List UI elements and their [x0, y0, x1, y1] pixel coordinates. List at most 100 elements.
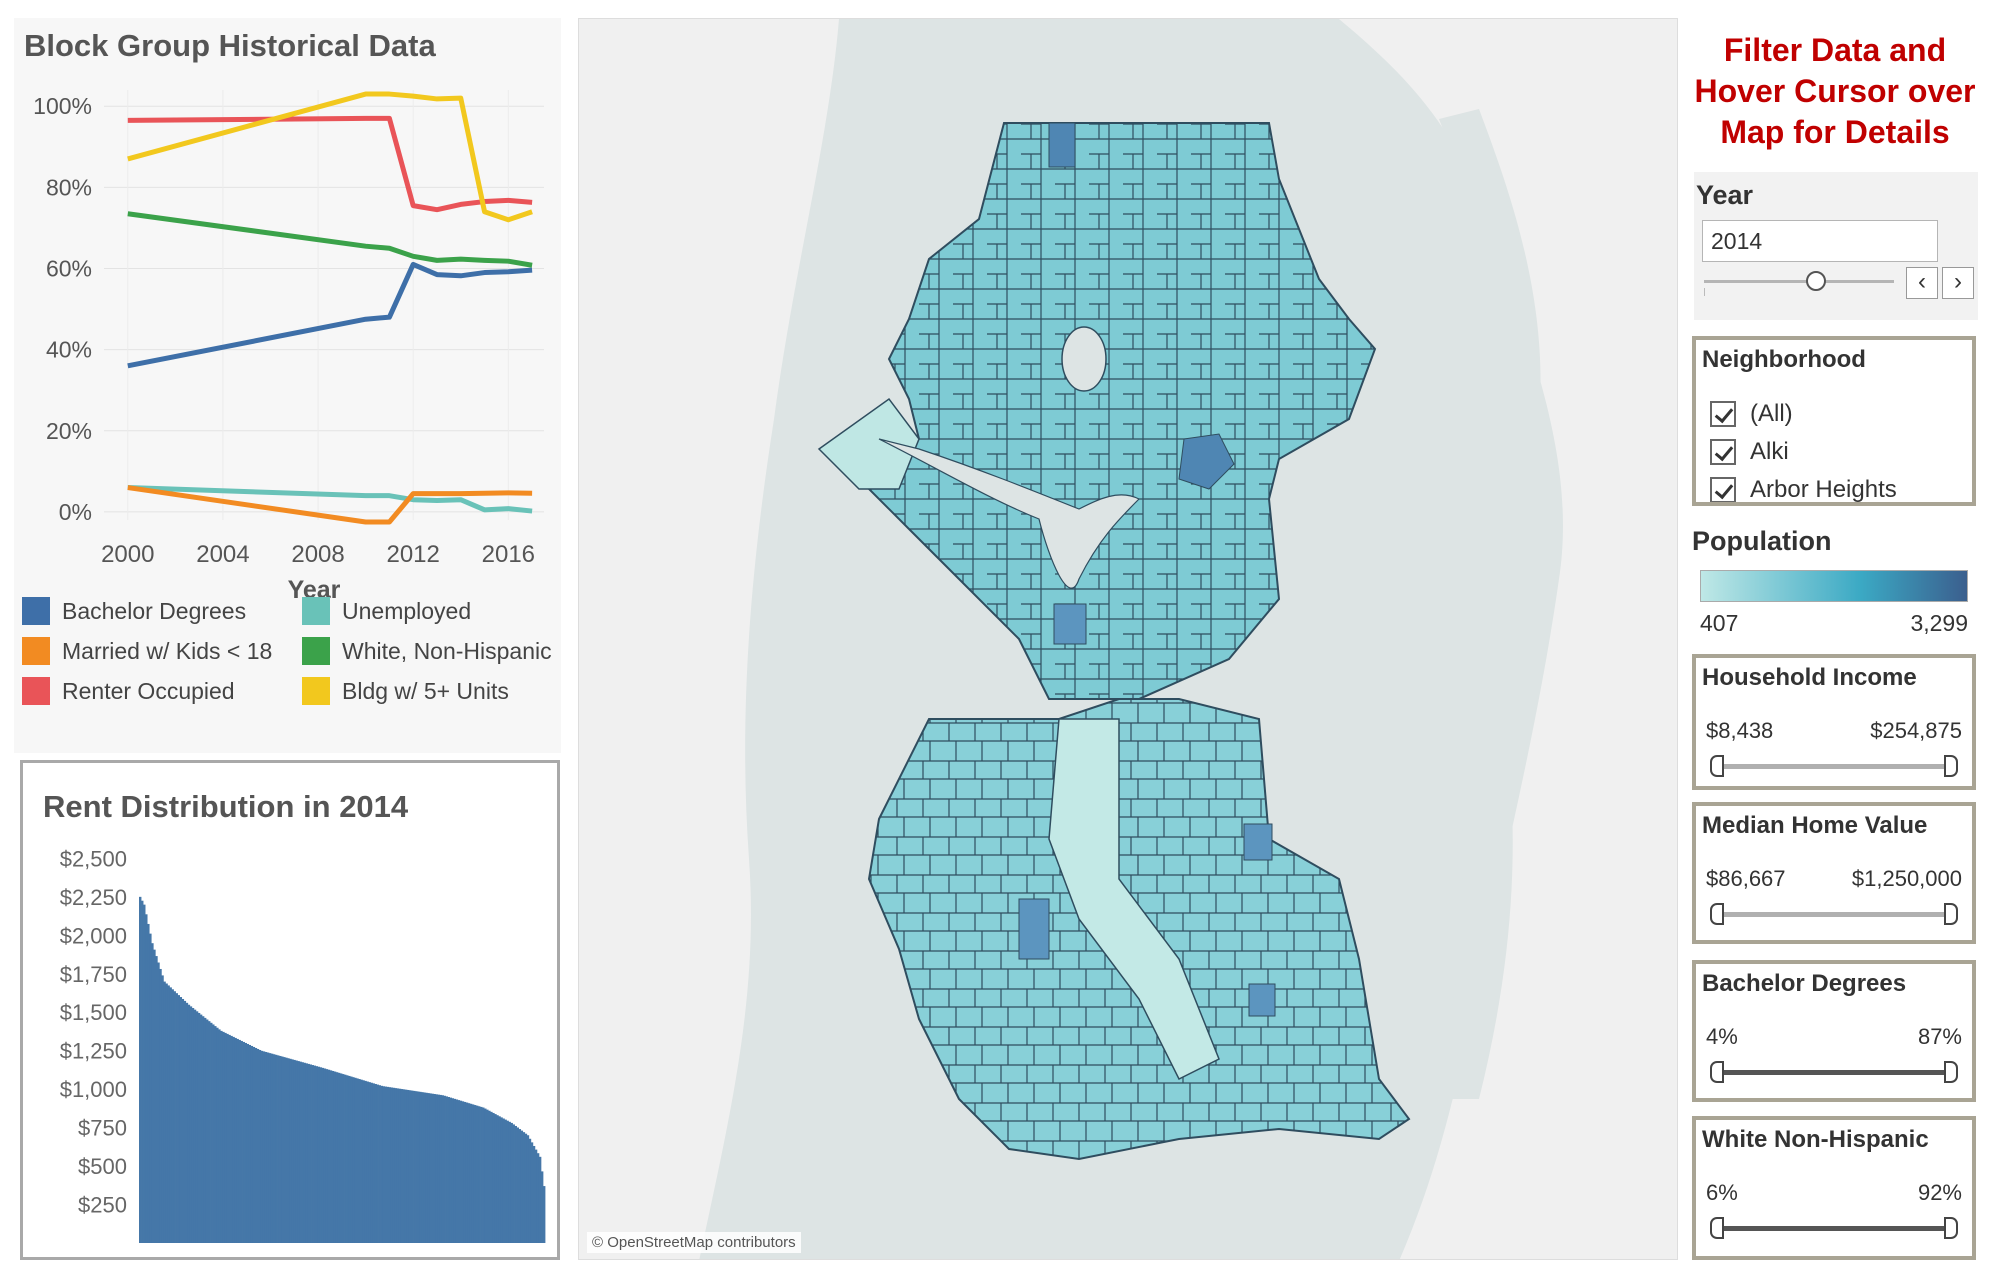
rent-bar[interactable] [518, 1129, 522, 1243]
series-line-bachelor-degrees[interactable] [127, 261, 533, 369]
rent-bar[interactable] [337, 1072, 341, 1243]
white-non-hispanic-track[interactable] [1716, 1226, 1952, 1231]
legend-item-white-non-hispanic[interactable]: White, Non-Hispanic [302, 636, 552, 666]
rent-bar[interactable] [199, 1014, 203, 1243]
rent-bar[interactable] [293, 1059, 296, 1243]
rent-bar[interactable] [159, 968, 162, 1243]
rent-bar[interactable] [453, 1098, 457, 1243]
series-line-married-w-kids-18[interactable] [127, 485, 533, 525]
rent-bar[interactable] [287, 1058, 290, 1243]
rent-bar[interactable] [327, 1069, 331, 1243]
rent-bar[interactable] [179, 997, 183, 1243]
rent-bar[interactable] [268, 1053, 272, 1243]
rent-bar[interactable] [471, 1104, 475, 1243]
rent-bar[interactable] [222, 1031, 225, 1243]
rent-bar[interactable] [478, 1106, 481, 1243]
rent-bar[interactable] [305, 1063, 308, 1243]
rent-bar[interactable] [212, 1024, 215, 1243]
rent-bar[interactable] [400, 1089, 404, 1243]
rent-bar[interactable] [524, 1133, 528, 1243]
rent-bar[interactable] [413, 1090, 416, 1243]
rent-bar[interactable] [486, 1109, 489, 1243]
rent-bar[interactable] [161, 975, 164, 1243]
rent-bar[interactable] [510, 1122, 513, 1243]
rent-bar[interactable] [291, 1059, 294, 1243]
rent-bar[interactable] [187, 1004, 191, 1243]
rent-bar[interactable] [482, 1107, 485, 1243]
rent-bar[interactable] [492, 1112, 495, 1243]
rent-bar[interactable] [339, 1073, 343, 1243]
rent-bar[interactable] [538, 1156, 542, 1243]
seattle-north[interactable] [867, 122, 1377, 700]
rent-bar[interactable] [352, 1077, 355, 1243]
rent-bar[interactable] [321, 1067, 325, 1243]
year-prev-button[interactable]: ‹ [1906, 267, 1938, 299]
rent-bar[interactable] [242, 1041, 245, 1243]
rent-bar[interactable] [147, 923, 150, 1243]
median-home-value-max-handle[interactable] [1944, 903, 1958, 925]
seattle-map[interactable]: © OpenStreetMap contributors [578, 18, 1678, 1260]
rent-bar[interactable] [210, 1022, 213, 1243]
rent-bar[interactable] [272, 1054, 276, 1243]
rent-bar[interactable] [342, 1074, 345, 1243]
rent-bar[interactable] [484, 1108, 487, 1243]
rent-bar[interactable] [380, 1085, 383, 1243]
rent-bar[interactable] [208, 1021, 211, 1243]
rent-bar[interactable] [526, 1135, 530, 1243]
rent-bar[interactable] [467, 1103, 471, 1243]
rent-bar[interactable] [439, 1094, 442, 1243]
rent-bar[interactable] [488, 1110, 491, 1243]
rent-bar[interactable] [388, 1087, 392, 1243]
rent-bar[interactable] [506, 1120, 509, 1243]
rent-bar[interactable] [522, 1132, 526, 1243]
series-line-unemployed[interactable] [127, 485, 533, 514]
rent-bar[interactable] [514, 1125, 517, 1243]
rent-bar[interactable] [392, 1087, 396, 1243]
bachelor-degrees-track[interactable] [1716, 1070, 1952, 1075]
rent-bar[interactable] [236, 1038, 239, 1243]
rent-bar[interactable] [455, 1099, 459, 1243]
rent-bar[interactable] [195, 1011, 199, 1243]
white-non-hispanic-min-handle[interactable] [1710, 1217, 1724, 1239]
series-line-white-non-hispanic[interactable] [127, 211, 533, 268]
rent-bar[interactable] [173, 991, 176, 1243]
rent-bar[interactable] [461, 1101, 465, 1243]
rent-bar[interactable] [423, 1092, 426, 1243]
rent-bar[interactable] [181, 998, 185, 1243]
rent-bar[interactable] [299, 1061, 302, 1243]
rent-bar[interactable] [498, 1116, 501, 1243]
rent-bar[interactable] [193, 1009, 197, 1243]
bachelor-degrees-min-handle[interactable] [1710, 1061, 1724, 1083]
rent-bar[interactable] [252, 1046, 256, 1243]
rent-bar[interactable] [139, 896, 142, 1243]
rent-bar[interactable] [344, 1074, 347, 1243]
household-income-track[interactable] [1716, 764, 1952, 769]
rent-bar[interactable] [382, 1086, 386, 1243]
rent-bar[interactable] [356, 1078, 359, 1243]
rent-bar[interactable] [512, 1124, 515, 1243]
rent-bar[interactable] [354, 1077, 357, 1243]
rent-bar[interactable] [155, 956, 158, 1243]
rent-bar[interactable] [475, 1105, 479, 1243]
rent-bar[interactable] [153, 949, 156, 1243]
rent-bar[interactable] [325, 1069, 329, 1243]
legend-item-bldg-5-units[interactable]: Bldg w/ 5+ Units [302, 676, 509, 706]
rent-bar[interactable] [368, 1082, 371, 1243]
rent-bar[interactable] [270, 1053, 274, 1243]
rent-bar[interactable] [143, 904, 146, 1243]
rent-bar[interactable] [189, 1006, 193, 1243]
rent-bar[interactable] [447, 1097, 450, 1243]
rent-bar[interactable] [145, 914, 148, 1243]
year-slider-handle[interactable] [1806, 271, 1826, 291]
rent-bar[interactable] [520, 1130, 524, 1243]
household-income-min-handle[interactable] [1710, 755, 1724, 777]
rent-bar[interactable] [504, 1119, 507, 1243]
rent-bar[interactable] [230, 1035, 233, 1243]
rent-bar[interactable] [358, 1079, 361, 1243]
rent-bar[interactable] [216, 1027, 219, 1243]
rent-bar[interactable] [307, 1063, 310, 1243]
checkbox-checked[interactable] [1710, 477, 1736, 502]
rent-bar[interactable] [283, 1057, 286, 1243]
rent-bar[interactable] [226, 1033, 229, 1243]
year-next-button[interactable]: › [1942, 267, 1974, 299]
